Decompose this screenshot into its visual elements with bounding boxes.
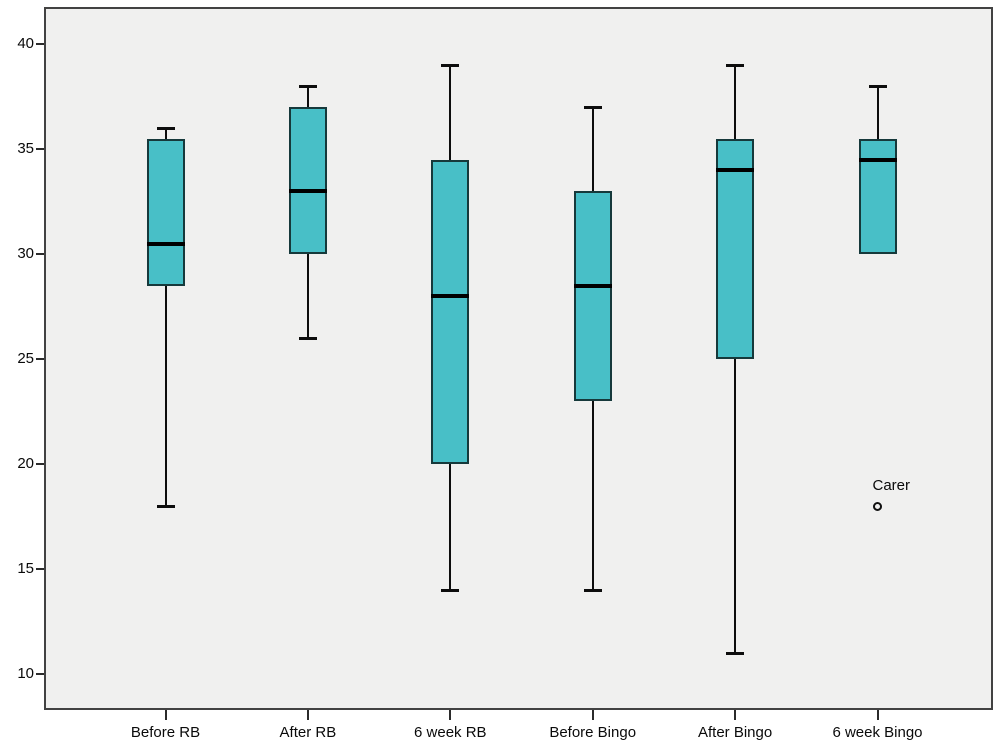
median-line	[858, 157, 897, 162]
upper-whisker-line	[876, 86, 879, 139]
upper-whisker-line	[164, 128, 167, 139]
x-axis-category-label: After RB	[279, 724, 337, 741]
lower-whisker-line	[306, 254, 309, 338]
box-after-bingo	[716, 138, 755, 359]
x-axis-category-label: Before RB	[130, 724, 201, 741]
x-axis-category-label: 6 week RB	[414, 724, 487, 741]
lower-whisker-line	[591, 401, 594, 590]
box-6-week-bingo	[858, 138, 897, 254]
median-line	[716, 168, 755, 172]
plot-area	[44, 7, 993, 710]
lower-whisker-line	[164, 285, 167, 506]
y-axis-tick-mark	[36, 148, 44, 150]
x-axis-category-label: After Bingo	[697, 724, 773, 741]
y-axis-tick-label: 30	[17, 245, 34, 262]
lower-whisker-line	[449, 464, 452, 590]
outlier-point	[873, 501, 882, 511]
y-axis-tick-label: 10	[17, 665, 34, 682]
median-line	[146, 241, 185, 246]
median-line	[431, 294, 470, 298]
upper-whisker-cap	[726, 64, 745, 67]
upper-whisker-cap	[441, 64, 460, 67]
median-line	[573, 283, 612, 288]
y-axis-tick-mark	[36, 463, 44, 465]
box-6-week-rb	[431, 159, 470, 464]
x-axis-category-label: Before Bingo	[549, 724, 637, 741]
y-axis-tick-label: 35	[17, 140, 34, 157]
y-axis-tick-mark	[36, 673, 44, 675]
upper-whisker-line	[591, 107, 594, 191]
y-axis-tick-mark	[36, 358, 44, 360]
lower-whisker-cap	[156, 505, 175, 508]
lower-whisker-line	[734, 359, 737, 653]
x-axis-category-label: 6 week Bingo	[832, 724, 923, 741]
y-axis-tick-label: 40	[17, 35, 34, 52]
y-axis-tick-mark	[36, 253, 44, 255]
box-after-rb	[288, 107, 327, 254]
upper-whisker-cap	[583, 106, 602, 109]
x-axis-tick-mark	[591, 710, 594, 720]
upper-whisker-line	[734, 65, 737, 139]
x-axis-tick-mark	[734, 710, 737, 720]
y-axis-tick-label: 20	[17, 455, 34, 472]
lower-whisker-cap	[441, 589, 460, 592]
x-axis-tick-mark	[164, 710, 167, 720]
box-before-bingo	[573, 191, 612, 401]
x-axis-tick-mark	[876, 710, 879, 720]
upper-whisker-cap	[156, 127, 175, 130]
median-line	[288, 189, 327, 193]
lower-whisker-cap	[726, 652, 745, 655]
y-axis-tick-mark	[36, 568, 44, 570]
y-axis-tick-label: 15	[17, 560, 34, 577]
x-axis-tick-mark	[306, 710, 309, 720]
box-before-rb	[146, 138, 185, 286]
upper-whisker-cap	[868, 85, 887, 88]
lower-whisker-cap	[298, 337, 317, 340]
lower-whisker-cap	[583, 589, 602, 592]
y-axis-tick-label: 25	[17, 350, 34, 367]
upper-whisker-cap	[298, 85, 317, 88]
outlier-label: Carer	[872, 477, 911, 494]
x-axis-tick-mark	[449, 710, 452, 720]
y-axis-tick-mark	[36, 43, 44, 45]
upper-whisker-line	[449, 65, 452, 160]
upper-whisker-line	[306, 86, 309, 107]
